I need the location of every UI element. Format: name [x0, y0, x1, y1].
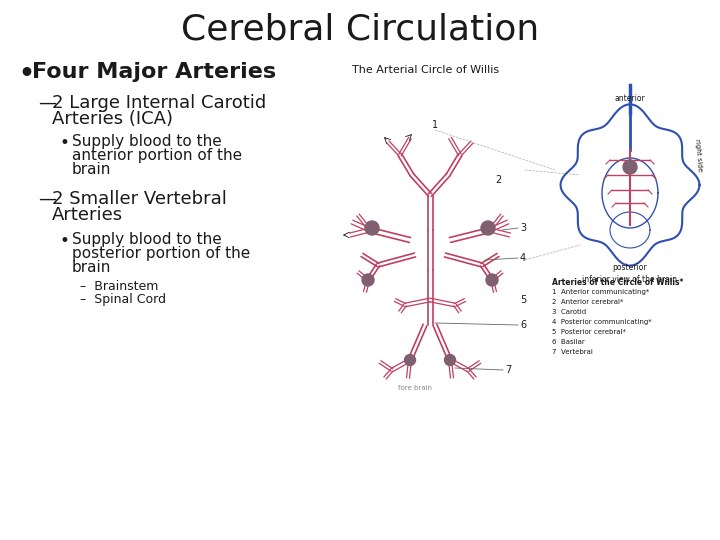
- Text: Supply blood to the: Supply blood to the: [72, 134, 222, 149]
- Text: anterior: anterior: [615, 94, 645, 103]
- Text: 4: 4: [520, 253, 526, 263]
- Text: 5: 5: [520, 295, 526, 305]
- Text: The Arterial Circle of Willis: The Arterial Circle of Willis: [352, 65, 499, 75]
- Text: 6  Basilar: 6 Basilar: [552, 339, 585, 345]
- Text: 1  Anterior communicating*: 1 Anterior communicating*: [552, 289, 649, 295]
- Circle shape: [362, 274, 374, 286]
- Circle shape: [365, 221, 379, 235]
- Circle shape: [405, 354, 415, 366]
- Text: inferior view of the brain: inferior view of the brain: [582, 275, 678, 284]
- Text: right side: right side: [693, 138, 703, 172]
- Text: brain: brain: [72, 162, 112, 177]
- Text: 6: 6: [520, 320, 526, 330]
- Text: Arteries: Arteries: [52, 206, 123, 224]
- Text: 7: 7: [505, 365, 511, 375]
- Text: 3  Carotid: 3 Carotid: [552, 309, 586, 315]
- Text: •: •: [18, 62, 34, 86]
- Text: •: •: [60, 134, 70, 152]
- Text: Arteries (ICA): Arteries (ICA): [52, 110, 173, 128]
- Text: 2 Large Internal Carotid: 2 Large Internal Carotid: [52, 94, 266, 112]
- Text: Arteries of the Circle of Willis*: Arteries of the Circle of Willis*: [552, 278, 683, 287]
- Text: —: —: [38, 190, 56, 208]
- Text: Supply blood to the: Supply blood to the: [72, 232, 222, 247]
- Text: Four Major Arteries: Four Major Arteries: [32, 62, 276, 82]
- Text: brain: brain: [72, 260, 112, 275]
- Text: 2: 2: [495, 175, 501, 185]
- Text: anterior portion of the: anterior portion of the: [72, 148, 242, 163]
- Text: 2  Anterior cerebral*: 2 Anterior cerebral*: [552, 299, 624, 305]
- Text: —: —: [38, 94, 56, 112]
- Text: 2 Smaller Vertebral: 2 Smaller Vertebral: [52, 190, 227, 208]
- Text: Cerebral Circulation: Cerebral Circulation: [181, 12, 539, 46]
- Text: 4  Posterior communicating*: 4 Posterior communicating*: [552, 319, 652, 325]
- Text: posterior portion of the: posterior portion of the: [72, 246, 251, 261]
- Text: 3: 3: [520, 223, 526, 233]
- Text: •: •: [60, 232, 70, 250]
- Circle shape: [481, 221, 495, 235]
- Circle shape: [444, 354, 456, 366]
- Text: 5  Posterior cerebral*: 5 Posterior cerebral*: [552, 329, 626, 335]
- Text: posterior: posterior: [613, 263, 647, 272]
- Text: fore brain: fore brain: [398, 385, 432, 391]
- Text: –  Spinal Cord: – Spinal Cord: [80, 293, 166, 306]
- Text: –  Brainstem: – Brainstem: [80, 280, 158, 293]
- Text: 7  Vertebral: 7 Vertebral: [552, 349, 593, 355]
- Circle shape: [486, 274, 498, 286]
- Circle shape: [623, 160, 637, 174]
- Text: 1: 1: [432, 120, 438, 130]
